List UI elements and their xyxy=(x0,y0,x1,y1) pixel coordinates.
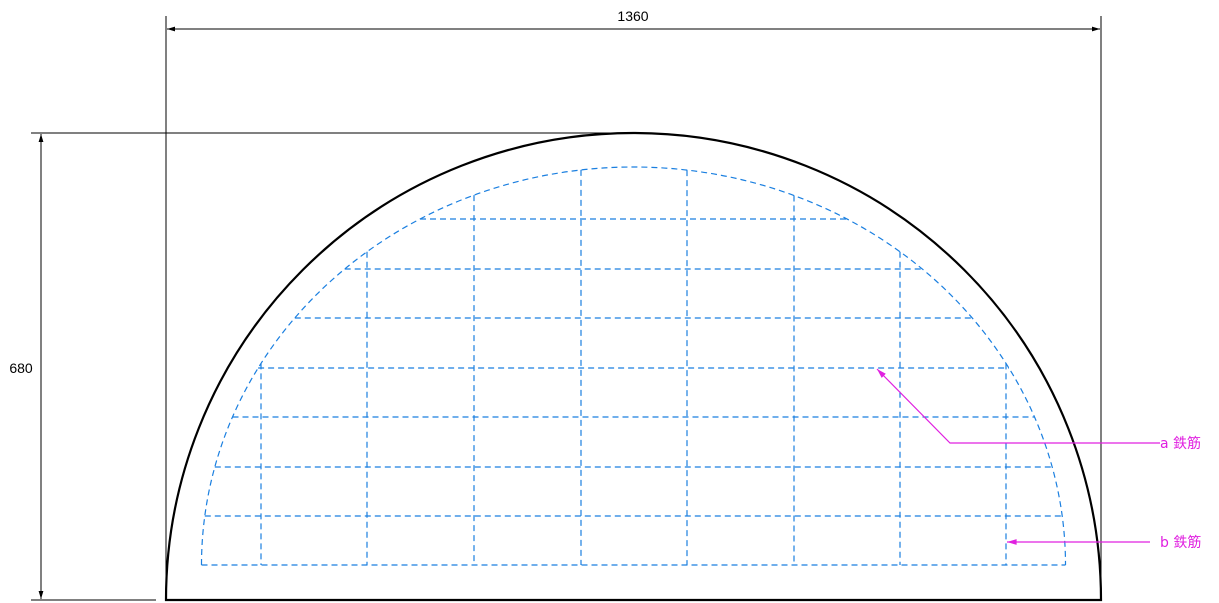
callout-a-label: a 鉄筋 xyxy=(1160,435,1201,452)
width-dimension-label: 1360 xyxy=(617,8,648,24)
rebar-inner-arc xyxy=(200,166,1067,566)
callout-a-leader xyxy=(876,368,1160,444)
slab-outline xyxy=(164,131,1103,602)
callout-b: b 鉄筋 xyxy=(1007,534,1201,551)
rebar-grid xyxy=(200,166,1067,566)
height-dimension-label: 680 xyxy=(9,360,33,376)
callout-b-label: b 鉄筋 xyxy=(1160,534,1201,551)
width-dimension: 1360 xyxy=(165,8,1102,600)
callout-a: a 鉄筋 xyxy=(876,368,1201,452)
height-dimension: 680 xyxy=(9,132,630,601)
